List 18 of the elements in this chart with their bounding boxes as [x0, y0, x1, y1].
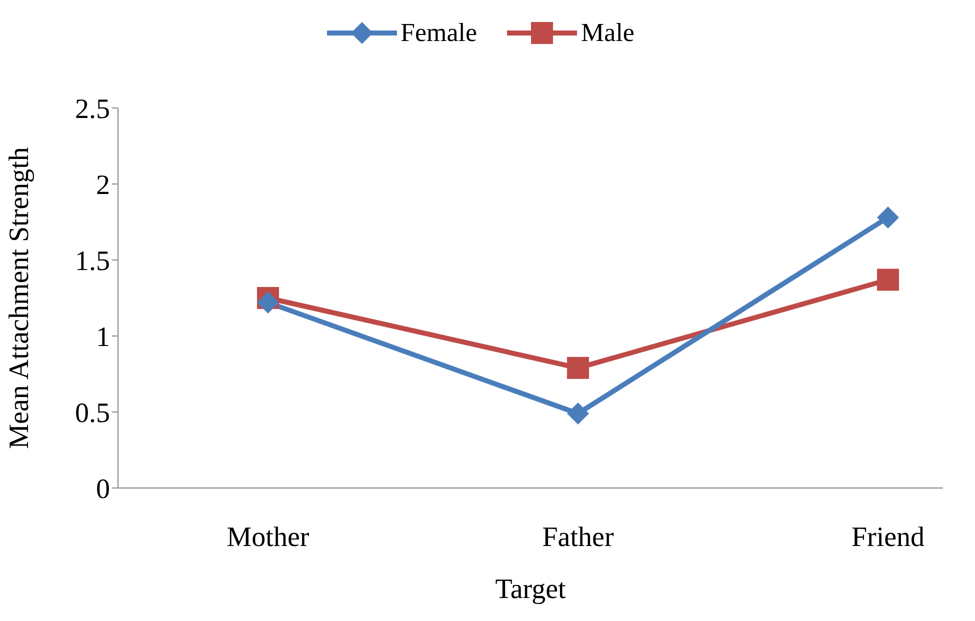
x-tick-label: Mother	[226, 522, 310, 553]
legend-label: Female	[400, 18, 478, 48]
y-axis-title: Mean Attachment Strength	[4, 147, 35, 449]
y-tick-label: 1	[96, 322, 110, 353]
point	[567, 356, 589, 379]
point	[877, 268, 899, 291]
y-tick-label: 0.5	[75, 398, 110, 429]
y-tick-label: 2.5	[75, 94, 110, 125]
point	[567, 402, 589, 425]
y-tick-label: 1.5	[75, 246, 110, 277]
y-tick-label: 0	[96, 474, 110, 505]
x-tick-label: Father	[542, 522, 614, 553]
point	[877, 206, 899, 228]
x-axis-title: Target	[495, 574, 566, 605]
x-tick-label: Friend	[851, 522, 925, 553]
point	[257, 292, 279, 314]
y-tick-label: 2	[96, 170, 110, 201]
legend-label: Male	[581, 18, 634, 48]
